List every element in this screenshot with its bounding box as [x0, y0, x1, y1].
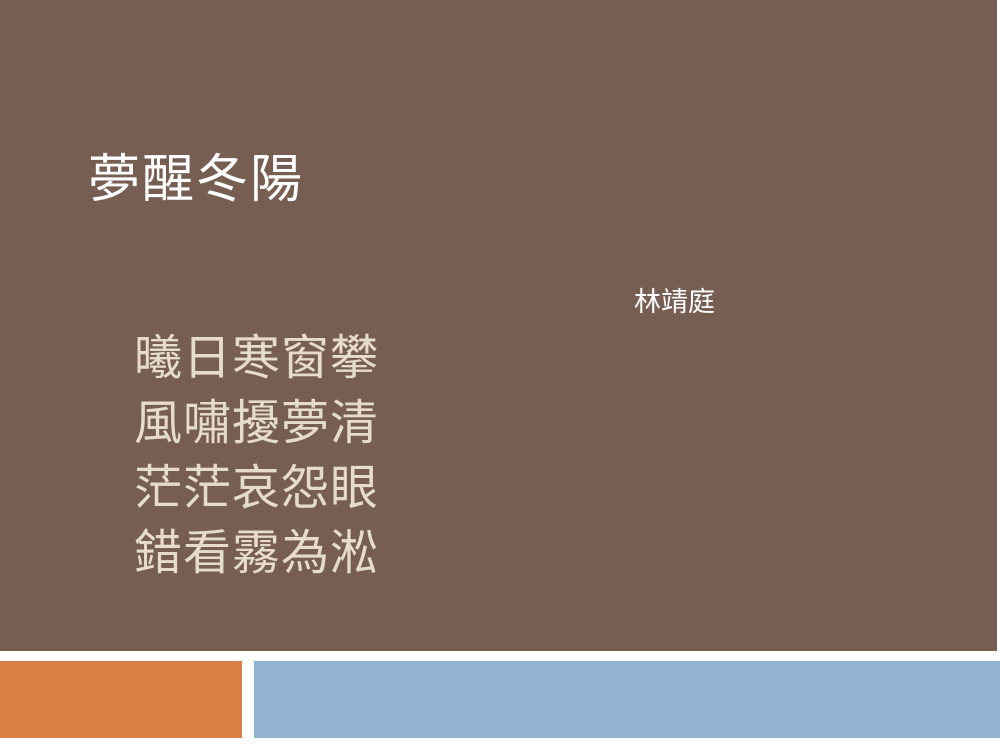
- poem-line: 錯看霧為淞: [134, 525, 380, 581]
- content-panel: 夢醒冬陽 林靖庭 曦日寒窗攀 風嘯擾夢清 茫茫哀怨眼 錯看霧為淞: [0, 0, 997, 651]
- poem-line: 茫茫哀怨眼: [134, 460, 380, 516]
- author-name: 林靖庭: [634, 287, 715, 318]
- orange-accent-bar: [0, 661, 242, 738]
- poem-line: 曦日寒窗攀: [134, 330, 380, 386]
- poem-body: 曦日寒窗攀 風嘯擾夢清 茫茫哀怨眼 錯看霧為淞: [134, 326, 379, 586]
- blue-accent-bar: [254, 661, 1000, 738]
- slide-title: 夢醒冬陽: [88, 150, 305, 210]
- poem-line: 風嘯擾夢清: [134, 395, 380, 451]
